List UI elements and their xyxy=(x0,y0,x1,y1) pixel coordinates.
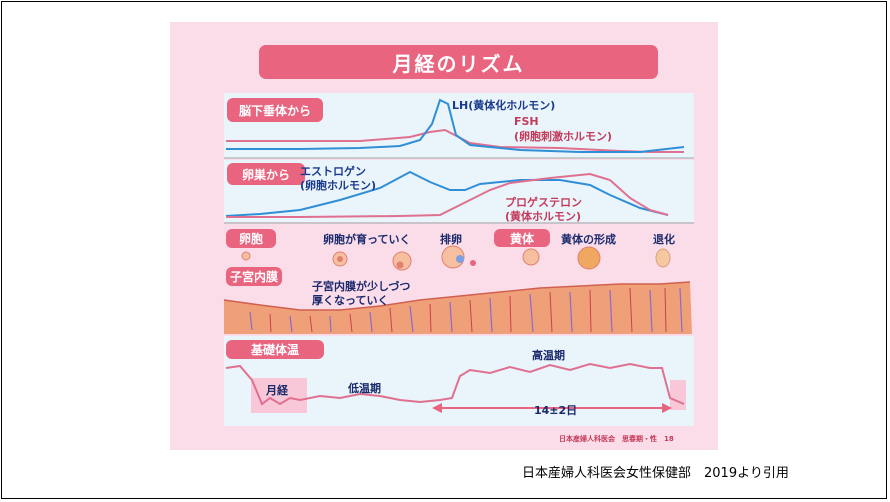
ovum-release-icon xyxy=(470,260,476,266)
corpus-luteum-icon xyxy=(522,248,540,266)
arrow-head-left xyxy=(432,403,442,413)
endometrium-surface xyxy=(223,281,691,311)
ovulation-label: 排卵 xyxy=(440,233,462,246)
follicle-icons xyxy=(241,245,671,271)
progesterone-curve xyxy=(226,172,669,218)
corpus-luteum-tag: 黄体 xyxy=(494,229,550,247)
arrow-head-right xyxy=(662,403,672,413)
follicle-growing-label: 卵胞が育っていく xyxy=(323,233,411,246)
follicle-icon-2-core xyxy=(337,256,343,262)
endometrium-band xyxy=(224,282,692,334)
diagram-title: 月経のリズム xyxy=(259,45,658,79)
endometrium-note-line2: 厚くなっていく xyxy=(312,294,389,307)
endometrium-note-line1: 子宮内膜が少しづつ xyxy=(312,280,411,293)
section-endometrium: 子宮内膜 xyxy=(226,267,282,286)
lh-curve xyxy=(226,98,685,153)
citation-text: 日本産婦人科医会女性保健部 2019より引用 xyxy=(522,466,789,481)
section-pituitary: 脳下垂体から xyxy=(227,98,323,122)
fsh-sublabel: (卵胞刺激ホルモン) xyxy=(514,130,613,143)
regression-icon xyxy=(655,248,671,268)
estrogen-sublabel: (卵胞ホルモン) xyxy=(300,179,377,192)
follicle-icon-3-core xyxy=(396,261,404,269)
fsh-label: FSH xyxy=(514,115,539,128)
lh-label: LH(黄体化ホルモン) xyxy=(452,99,556,112)
progesterone-label: プロゲステロン xyxy=(505,196,582,209)
regression-label: 退化 xyxy=(653,233,675,246)
source-footer: 日本産婦人科医会 思春期・性 18 xyxy=(559,435,674,443)
ovum-icon xyxy=(456,255,464,263)
menstruation-box-end xyxy=(670,380,686,410)
menstruation-label: 月経 xyxy=(266,384,288,397)
section-bbt: 基礎体温 xyxy=(226,340,324,359)
temperature-curve xyxy=(225,362,685,406)
menstruation-box-start xyxy=(251,378,307,413)
estrogen-label: エストロゲン xyxy=(300,165,366,178)
section-follicle: 卵胞 xyxy=(226,229,276,248)
low-temp-label: 低温期 xyxy=(348,382,381,395)
endometrium-vessels-red xyxy=(269,287,667,333)
section-ovary: 卵巣から xyxy=(227,163,305,185)
corpus-luteum-formation-label: 黄体の形成 xyxy=(561,233,616,246)
high-temp-label: 高温期 xyxy=(532,349,565,362)
duration-label: 14±2日 xyxy=(534,404,578,417)
progesterone-sublabel: (黄体ホルモン) xyxy=(505,210,582,223)
endometrium-vessels xyxy=(249,287,683,333)
corpus-luteum-formed-icon xyxy=(577,246,601,270)
follicle-icon-1 xyxy=(241,251,251,261)
estrogen-curve xyxy=(225,170,669,217)
